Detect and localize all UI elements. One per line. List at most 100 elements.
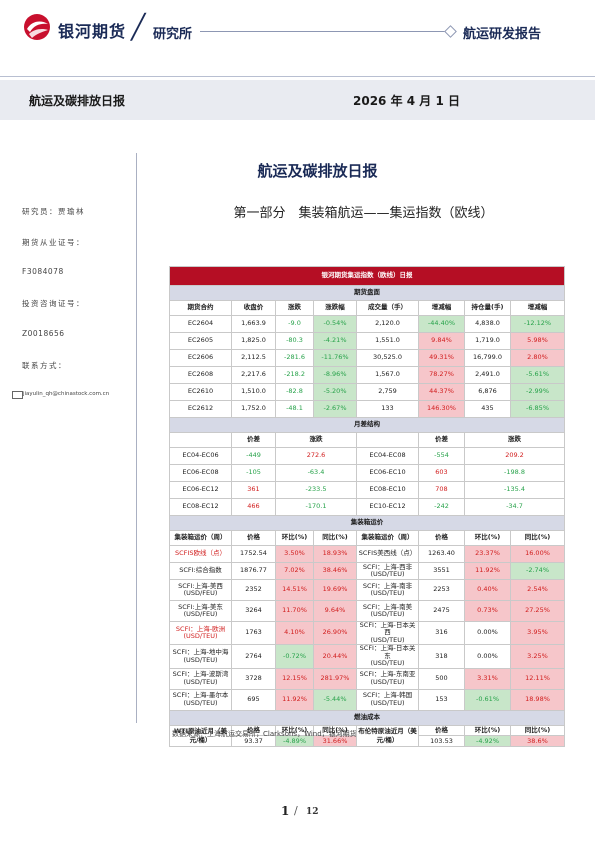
table-cell: 7.02% bbox=[275, 562, 314, 580]
table-cell: 16.00% bbox=[510, 545, 565, 563]
table-cell: 435 bbox=[464, 400, 511, 418]
table-cell: -80.3 bbox=[275, 332, 314, 350]
table-cell: SCFI：上海-欧洲 (USD/TEU) bbox=[169, 620, 232, 646]
sidebar-divider bbox=[136, 153, 137, 723]
table-cell: -4.21% bbox=[313, 332, 357, 350]
column-header: 同比(%) bbox=[510, 530, 565, 546]
table-cell: 1,719.0 bbox=[464, 332, 511, 350]
table-cell: -170.1 bbox=[275, 498, 357, 516]
table-cell: 2.80% bbox=[510, 349, 565, 367]
column-header: 期货合约 bbox=[169, 300, 232, 316]
fuel-cell: 价格 103.53 bbox=[418, 724, 465, 747]
fuel-cell: 价格 93.37 bbox=[231, 724, 276, 747]
table-cell: SCFIS美西线（点） bbox=[356, 545, 419, 563]
table-cell: 78.27% bbox=[418, 366, 465, 384]
table-cell: -82.8 bbox=[275, 383, 314, 401]
email-link[interactable]: jiayulin_qh@chinastock.com.cn bbox=[23, 391, 110, 397]
table-cell: SCFI：上海-日本关东 (USD/TEU) bbox=[356, 644, 419, 669]
table-cell: -198.8 bbox=[464, 464, 565, 482]
section-header: 月差结构 bbox=[169, 417, 565, 433]
table-cell: -0.61% bbox=[464, 688, 511, 711]
table-cell: SCFI:上海-美东 (USD/FEU) bbox=[169, 600, 232, 622]
table-row: EC2604 1,663.9 -9.0 -0.54% 2,120.0 -44.40% 4,8… bbox=[169, 315, 565, 333]
section-header: 燃油成本 bbox=[169, 709, 565, 726]
table-cell: SCFI:上海-美西 (USD/FEU) bbox=[169, 579, 232, 601]
column-header: 集装箱运价（周） bbox=[356, 530, 419, 546]
table-cell: 500 bbox=[418, 667, 465, 690]
table-row: EC2605 1,825.0 -80.3 -4.21% 1,551.0 9.84% 1,71… bbox=[169, 332, 565, 350]
table-row: EC06-EC12 361 -233.5 EC08-EC10 708 -135.4 bbox=[169, 481, 565, 499]
table-cell: 6,876 bbox=[464, 383, 511, 401]
table-cell: 2,491.0 bbox=[464, 366, 511, 384]
table-cell: 26.90% bbox=[313, 620, 357, 646]
table-cell: 318 bbox=[418, 644, 465, 669]
data-source: 数据来源：上海航运交易所，Clarksons，Wind，银河期货 bbox=[172, 730, 357, 738]
title-band bbox=[0, 80, 595, 120]
email-icon bbox=[12, 391, 23, 399]
section-header: 集装箱运价 bbox=[169, 515, 565, 531]
table-cell: -105 bbox=[231, 464, 276, 482]
report-type: 航运研发报告 bbox=[463, 27, 542, 42]
table-cell: 272.6 bbox=[275, 447, 357, 465]
table-cell: 3.31% bbox=[464, 667, 511, 690]
table-row: EC08-EC12 466 -170.1 EC10-EC12 -242 -34.7 bbox=[169, 498, 565, 516]
table-cell: 38.46% bbox=[313, 562, 357, 580]
table-cell: 49.31% bbox=[418, 349, 465, 367]
table-cell: 2352 bbox=[231, 579, 276, 601]
table-cell: -63.4 bbox=[275, 464, 357, 482]
table-cell: 209.2 bbox=[464, 447, 565, 465]
table-row: SCFI：上海-墨尔本 (USD/TEU) 695 11.92% -5.44% SCFI：… bbox=[169, 688, 565, 711]
table-cell: -5.61% bbox=[510, 366, 565, 384]
researcher-label: 研究员：贾瑜林 bbox=[22, 207, 85, 216]
table-cell: 1752.54 bbox=[231, 545, 276, 563]
table-row: SCFI：上海-波斯湾 (USD/TEU) 3728 12.15% 281.97% SCF… bbox=[169, 667, 565, 690]
table-cell: 12.15% bbox=[275, 667, 314, 690]
table-cell: -0.72% bbox=[275, 644, 314, 669]
company-name: 银河期货 bbox=[58, 22, 127, 41]
table-cell: 19.69% bbox=[313, 579, 357, 601]
table-cell: 3.50% bbox=[275, 545, 314, 563]
table-cell: 14.51% bbox=[275, 579, 314, 601]
column-header: 涨跌 bbox=[464, 432, 565, 448]
futures-cert: F3084078 bbox=[22, 267, 64, 276]
column-header: 持仓量(手) bbox=[464, 300, 511, 316]
table-cell: SCFI：上海-地中海 (USD/TEU) bbox=[169, 644, 232, 669]
table-cell: SCFI：上海-西非 (USD/TEU) bbox=[356, 562, 419, 580]
table-cell: EC10-EC12 bbox=[356, 498, 419, 516]
table-row: SCFI：上海-地中海 (USD/TEU) 2764 -0.72% 20.44% SCFI… bbox=[169, 644, 565, 669]
invest-cert: Z0018656 bbox=[22, 329, 65, 338]
table-cell: 30,525.0 bbox=[356, 349, 419, 367]
table-cell: SCFI：上海-东南亚 (USD/TEU) bbox=[356, 667, 419, 690]
table-cell: 3264 bbox=[231, 600, 276, 622]
table-cell: -8.96% bbox=[313, 366, 357, 384]
table-row: EC2612 1,752.0 -48.1 -2.67% 133 146.30% 435 -6.… bbox=[169, 400, 565, 418]
table-row: SCFI：上海-欧洲 (USD/TEU) 1763 4.10% 26.90% SCFI：上… bbox=[169, 620, 565, 646]
table-cell: 9.64% bbox=[313, 600, 357, 622]
table-cell: SCFI：上海-韩国 (USD/TEU) bbox=[356, 688, 419, 711]
table-cell: 1263.40 bbox=[418, 545, 465, 563]
table-row: 集装箱运价 bbox=[169, 515, 565, 531]
table-row: EC04-EC06 -449 272.6 EC04-EC08 -554 209.2 bbox=[169, 447, 565, 465]
table-cell: -0.54% bbox=[313, 315, 357, 333]
table-cell: EC2610 bbox=[169, 383, 232, 401]
band-rule bbox=[0, 76, 595, 77]
table-cell: -2.74% bbox=[510, 562, 565, 580]
table-cell: 2.54% bbox=[510, 579, 565, 601]
table-cell: SCFI：上海-南非 (USD/TEU) bbox=[356, 579, 419, 601]
document-title: 航运及碳排放日报 bbox=[257, 162, 378, 180]
table-cell: 3728 bbox=[231, 667, 276, 690]
table-cell: 16,799.0 bbox=[464, 349, 511, 367]
fuel-label: WTI原油近月（美元/桶） bbox=[169, 724, 232, 747]
table-cell: -12.12% bbox=[510, 315, 565, 333]
contact-label: 联系方式： bbox=[22, 361, 67, 370]
column-header: 环比(%) bbox=[275, 530, 314, 546]
table-cell: 1763 bbox=[231, 620, 276, 646]
table-title: 银河期货集运指数（欧线）日报 bbox=[169, 266, 565, 286]
table-cell: EC2612 bbox=[169, 400, 232, 418]
table-cell: 4,838.0 bbox=[464, 315, 511, 333]
table-cell: 1,567.0 bbox=[356, 366, 419, 384]
table-row: 集装箱运价（周） 价格 环比(%) 同比(%) 集装箱运价（周） 价格 环比(%) 同比(%) bbox=[169, 530, 565, 546]
table-cell: 1,551.0 bbox=[356, 332, 419, 350]
table-cell: SCFI：上海-墨尔本 (USD/TEU) bbox=[169, 688, 232, 711]
freight-index-table: 银河期货集运指数（欧线）日报 期货盘面 期货合约 收盘价 涨跌 涨跌幅 成交量（手） 增减幅持… bbox=[169, 266, 565, 747]
